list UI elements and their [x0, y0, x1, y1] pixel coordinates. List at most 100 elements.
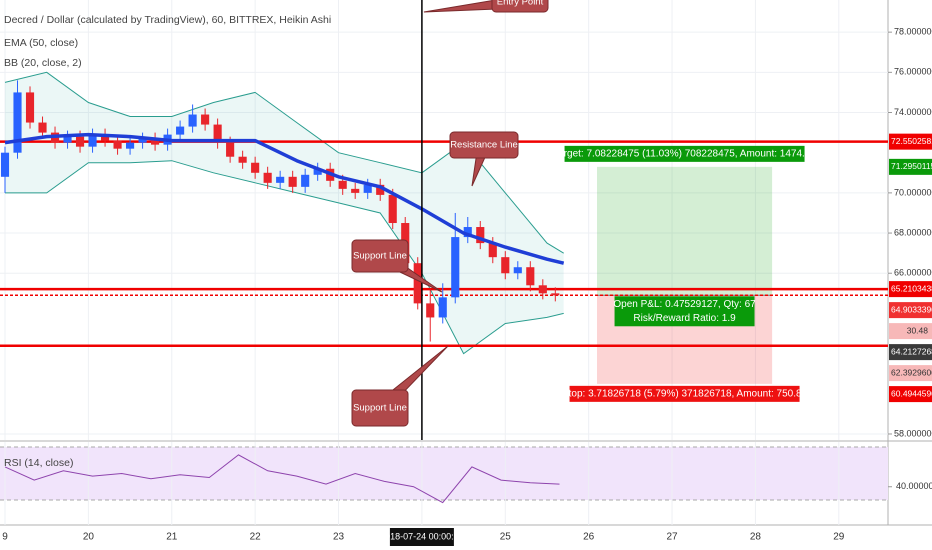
x-tick-label: 23 — [333, 532, 345, 543]
candle-body — [151, 138, 160, 145]
x-tick-label: 28 — [750, 532, 762, 543]
ema-line — [4, 132, 565, 265]
candle-body — [476, 227, 485, 244]
y-tick-label: 74.00000000 — [894, 107, 932, 117]
candle-body — [513, 267, 522, 274]
rr-label: Risk/Reward Ratio: 1.9 — [633, 313, 736, 324]
price-tag-label: 64.21272684 — [891, 346, 932, 356]
candle-body — [100, 134, 110, 141]
y-tick-label: 66.00000000 — [894, 268, 932, 278]
candle-body — [13, 92, 22, 153]
candle-body — [113, 140, 122, 149]
candle-body — [276, 176, 285, 183]
candle-body — [301, 174, 310, 187]
label-box — [569, 385, 800, 402]
price-tag — [889, 302, 932, 319]
indicator-label: BB (20, close, 2) — [4, 57, 82, 69]
x-tick-label: 22 — [250, 532, 262, 543]
candle-body — [451, 237, 460, 298]
callout-text: Support Line — [353, 403, 407, 414]
x-tick-label: 2018-07-24 00:00:00 — [380, 531, 464, 541]
rsi-title: RSI (14, close) — [4, 457, 73, 469]
y-tick-label: 68.00000000 — [894, 227, 932, 237]
callout-box — [449, 131, 519, 159]
candle-body — [38, 122, 47, 133]
candle-body — [363, 184, 372, 193]
x-tick-highlight — [389, 528, 454, 546]
candle-body — [188, 114, 197, 127]
y-tick-label: 58.00000000 — [894, 428, 932, 438]
callout-text: Entry Point — [497, 0, 544, 8]
candle-body — [426, 303, 435, 318]
candle-body — [376, 184, 385, 195]
price-tag-label: 72.55025816 — [891, 136, 932, 146]
price-tag-label: 71.29501159 — [891, 161, 932, 171]
label-box — [614, 296, 755, 327]
candle-body — [126, 142, 135, 149]
candle-body — [551, 293, 560, 296]
candle-body — [463, 227, 472, 238]
x-tick-label: 21 — [166, 532, 178, 543]
x-tick-label: 20 — [83, 532, 95, 543]
candle-body — [351, 188, 360, 193]
callout-text: Resistance Line — [450, 140, 518, 151]
candle-body — [238, 156, 247, 163]
price-tag — [889, 386, 932, 403]
price-tag — [889, 133, 932, 150]
price-tag — [889, 281, 932, 298]
candle-body — [138, 138, 147, 143]
candle-body — [338, 180, 347, 189]
candle-body — [25, 92, 35, 123]
x-tick-label: 27 — [666, 532, 678, 543]
stop-label: Stop: 3.71826718 (5.79%) 371826718, Amou… — [562, 388, 808, 399]
y-tick-label: 40.00000 — [896, 481, 932, 491]
candle-body — [288, 176, 297, 187]
price-tag — [889, 365, 932, 382]
callout-text: Support Line — [353, 251, 407, 262]
candle-body — [88, 134, 97, 147]
x-tick-label: 25 — [500, 532, 512, 543]
price-tag — [889, 323, 932, 340]
candle-body — [501, 257, 510, 274]
x-tick-label: 29 — [833, 532, 845, 543]
price-tag — [889, 158, 932, 175]
candle-body — [0, 152, 10, 177]
candle-body — [538, 285, 547, 294]
chart-title: Decred / Dollar (calculated by TradingVi… — [4, 14, 331, 26]
bb-line — [4, 71, 564, 254]
price-tag-label: 65.21034383 — [891, 283, 932, 293]
candle-body — [263, 172, 272, 183]
price-tag-label: 60.49445966 — [891, 388, 932, 398]
x-tick-label: 26 — [583, 532, 595, 543]
target-zone — [597, 166, 773, 296]
indicator-label: EMA (50, close) — [4, 37, 78, 49]
candle-body — [413, 263, 422, 304]
candle-body — [63, 136, 72, 143]
price-tag-label: 30.48 — [907, 325, 929, 335]
price-tag-label: 64.90333964 — [891, 304, 932, 314]
callout-box — [491, 0, 549, 13]
candle-body — [75, 136, 85, 147]
candle-body — [176, 126, 185, 135]
candle-body — [213, 124, 222, 143]
x-tick-label: 9 — [2, 532, 8, 543]
candle-body — [488, 243, 497, 258]
candle-body — [251, 162, 260, 173]
price-tag — [889, 344, 932, 361]
callout-box — [351, 239, 409, 273]
candle-body — [388, 194, 397, 224]
candle-body — [226, 142, 235, 157]
label-box — [564, 145, 805, 162]
y-tick-label: 76.00000000 — [894, 67, 932, 77]
pnl-label: Open P&L: 0.47529127, Qty: 67 — [613, 299, 756, 310]
candle-body — [526, 267, 535, 286]
candle-body — [438, 297, 447, 318]
rsi-band — [0, 446, 888, 500]
price-tag-label: 62.39296065 — [891, 367, 932, 377]
candle-body — [313, 168, 322, 175]
rsi-line — [4, 454, 560, 504]
target-label: Target: 7.08228475 (11.03%) 708228475, A… — [553, 148, 816, 159]
y-tick-label: 78.00000000 — [894, 27, 932, 37]
